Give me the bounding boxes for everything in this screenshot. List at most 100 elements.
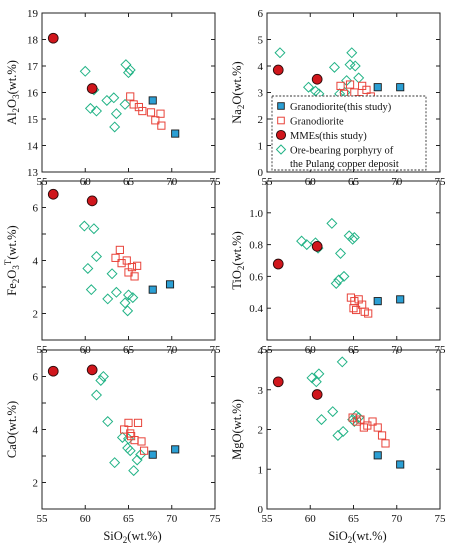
y-axis-label: CaO(wt.%) [5, 401, 19, 458]
legend-marker-granodiorite [277, 116, 285, 125]
data-point-ore-bearing [348, 416, 360, 428]
legend-label-line2: the Pulang copper deposit [290, 159, 399, 170]
x-tick-label: 55 [262, 513, 274, 525]
data-point-granodiorite [111, 253, 120, 262]
data-point-ore-bearing [102, 293, 114, 305]
data-point-ore-bearing [95, 374, 107, 386]
data-point-ore-bearing [332, 429, 344, 441]
data-point-mmes [86, 364, 98, 376]
legend-entry: MMEs(this study) [275, 129, 367, 142]
y-tick-label: 4 [33, 256, 39, 268]
data-point-mmes [47, 188, 59, 200]
data-point-ore-bearing [97, 370, 109, 383]
data-point-mmes [86, 83, 98, 94]
data-point-ore-bearing [84, 102, 96, 114]
data-point-ore-bearing [330, 277, 342, 289]
data-point-ore-bearing [327, 406, 339, 418]
data-point-ore-bearing [326, 217, 338, 229]
data-point-granodiorite [345, 80, 355, 89]
data-point-granodiorite-this-study [171, 445, 180, 454]
data-point-ore-bearing [110, 108, 122, 120]
data-point-granodiorite-this-study [396, 460, 405, 469]
y-tick-label: 19 [27, 8, 39, 20]
data-point-ore-bearing [85, 284, 97, 296]
data-point-granodiorite [146, 108, 156, 117]
data-point-granodiorite [381, 439, 390, 448]
y-tick-label: 18 [27, 35, 39, 47]
data-point-ore-bearing [119, 297, 131, 309]
data-point-ore-bearing [301, 239, 313, 251]
y-tick-label: 1 [258, 464, 264, 476]
data-point-mmes [311, 241, 323, 252]
data-point-mmes [47, 365, 59, 377]
data-point-granodiorite [350, 88, 359, 97]
data-point-ore-bearing [131, 454, 143, 466]
y-tick-label: 6 [33, 372, 39, 384]
data-point-ore-bearing [109, 121, 121, 133]
y-tick-label: 0.6 [249, 271, 263, 283]
legend-marker-mmes [275, 129, 287, 141]
x-tick-label: 60 [305, 513, 317, 525]
data-point-granodiorite [157, 121, 166, 130]
data-point-ore-bearing [122, 305, 134, 317]
data-point-granodiorite-this-study [373, 451, 382, 460]
data-point-granodiorite [122, 256, 131, 265]
x-tick-label: 75 [210, 513, 222, 525]
legend-entry: Granodiorite [277, 116, 344, 128]
y-tick-label: 16 [27, 88, 39, 100]
y-axis-label: TiO2(wt.%) [230, 231, 246, 290]
y-tick-label: 0 [258, 167, 264, 179]
y-tick-label: 4 [258, 61, 264, 73]
y-tick-label: 1.0 [249, 208, 263, 220]
y-tick-label: 6 [258, 8, 264, 20]
data-point-ore-bearing [110, 286, 122, 298]
data-point-ore-bearing [128, 465, 140, 477]
data-point-ore-bearing [335, 247, 347, 259]
data-point-ore-bearing [102, 416, 114, 428]
data-point-granodiorite-this-study [171, 129, 180, 138]
data-point-mmes [47, 32, 59, 44]
data-point-ore-bearing [343, 230, 355, 242]
data-point-ore-bearing [82, 262, 94, 274]
x-tick-label: 70 [391, 513, 403, 525]
x-axis-label: SiO2(wt.%) [103, 529, 161, 545]
y-axis-label: Fe2O3T(wt.%) [3, 225, 21, 295]
data-point-ore-bearing [90, 389, 103, 401]
y-tick-label: 2 [258, 114, 264, 126]
data-point-ore-bearing [344, 59, 356, 71]
y-tick-label: 6 [33, 203, 39, 215]
data-point-mmes [272, 64, 284, 76]
data-point-granodiorite-this-study [148, 450, 157, 459]
data-point-ore-bearing [108, 92, 120, 104]
data-point-granodiorite [351, 305, 361, 315]
legend-marker-granodiorite-this-study [277, 102, 285, 110]
y-tick-label: 1 [258, 141, 264, 153]
data-point-granodiorite-this-study [148, 96, 157, 105]
data-point-ore-bearing [116, 431, 128, 443]
data-point-ore-bearing [296, 235, 308, 247]
data-point-ore-bearing [303, 81, 315, 93]
data-point-mmes [311, 73, 323, 85]
data-point-ore-bearing [347, 233, 359, 245]
data-point-granodiorite [139, 446, 149, 455]
data-point-ore-bearing [90, 251, 103, 263]
data-point-mmes [311, 389, 323, 400]
data-point-granodiorite-this-study [396, 83, 405, 92]
chart-panel-cao: 55 60 65 70 75 2 4 6 CaO(wt.%) SiO2(wt.%) [5, 349, 222, 545]
data-point-ore-bearing [124, 445, 136, 457]
y-tick-label: 2 [258, 425, 264, 437]
data-point-granodiorite [133, 261, 142, 270]
x-tick-label: 70 [166, 513, 178, 525]
data-point-granodiorite [124, 268, 133, 277]
data-point-ore-bearing [274, 47, 286, 59]
data-point-granodiorite [336, 81, 345, 90]
plot-frame [266, 349, 441, 510]
data-point-granodiorite [138, 106, 147, 116]
plot-frame [266, 180, 441, 341]
y-tick-label: 4 [33, 425, 39, 437]
data-point-granodiorite [151, 116, 160, 125]
y-tick-label: 2 [33, 309, 39, 321]
